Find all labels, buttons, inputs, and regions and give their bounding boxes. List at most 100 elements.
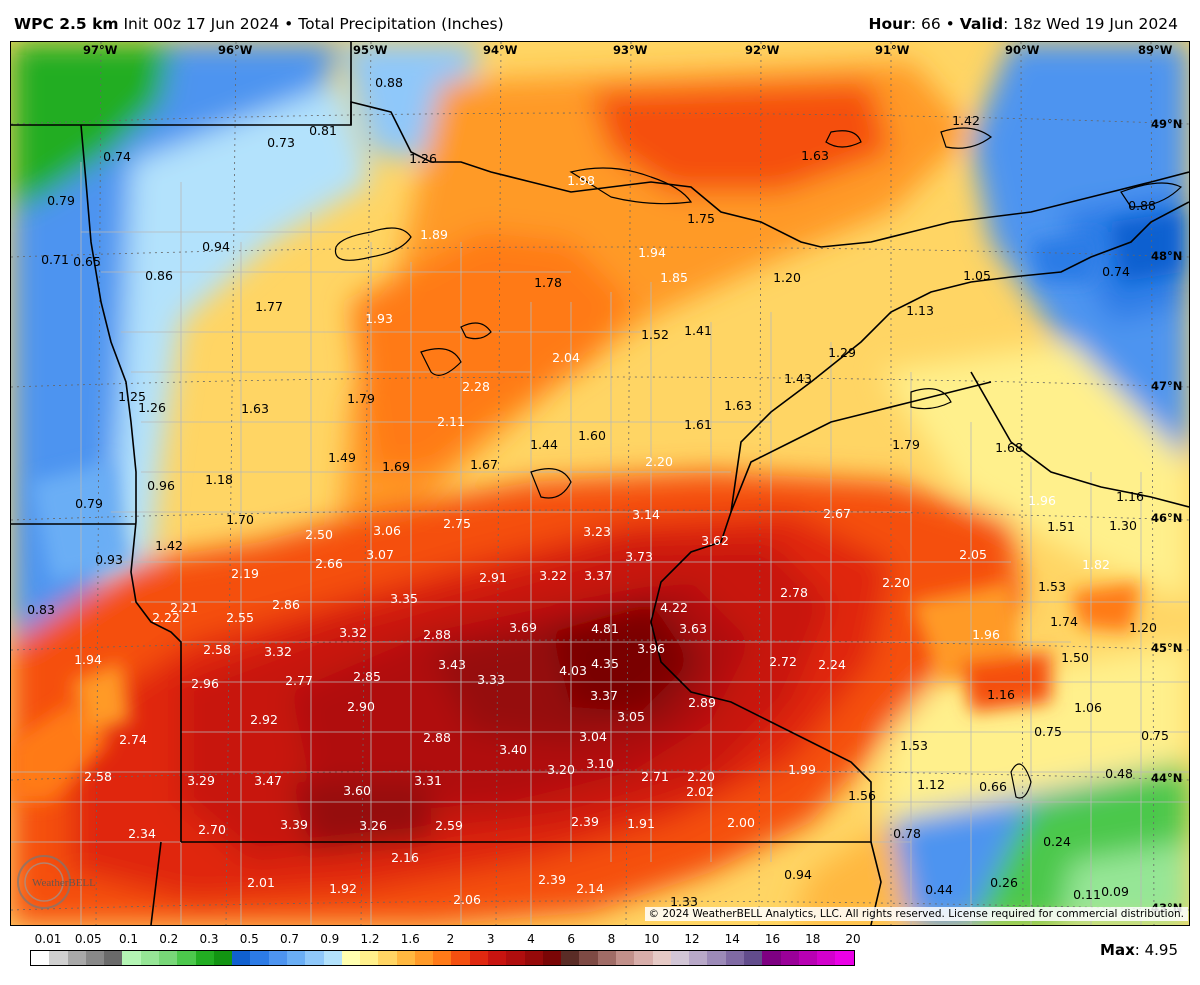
- precip-value-label: 2.58: [84, 769, 112, 784]
- precip-value-label: 2.14: [576, 881, 604, 896]
- precip-value-label: 2.67: [823, 506, 851, 521]
- precip-value-label: 0.81: [309, 123, 337, 138]
- precip-value-label: 3.32: [339, 625, 367, 640]
- legend-tick-label: 16: [764, 932, 781, 946]
- longitude-label: 92°W: [745, 43, 780, 57]
- precip-value-label: 2.88: [423, 627, 451, 642]
- legend-swatch: [250, 951, 269, 965]
- precip-value-label: 1.92: [329, 881, 357, 896]
- precip-value-label: 1.16: [987, 687, 1015, 702]
- legend-swatch: [360, 951, 379, 965]
- precip-value-label: 2.20: [882, 575, 910, 590]
- longitude-label: 96°W: [218, 43, 253, 57]
- legend-swatch: [195, 951, 214, 965]
- legend-tick-label: 1.6: [400, 932, 420, 946]
- legend-swatch: [689, 951, 708, 965]
- precip-value-label: 2.24: [818, 657, 846, 672]
- precip-value-label: 1.79: [892, 437, 920, 452]
- precip-value-label: 1.89: [420, 227, 448, 242]
- legend-swatch: [232, 951, 251, 965]
- precip-value-label: 1.30: [1109, 518, 1137, 533]
- copyright-notice: © 2024 WeatherBELL Analytics, LLC. All r…: [644, 907, 1188, 921]
- precip-value-label: 1.53: [900, 738, 928, 753]
- precip-value-label: 1.20: [773, 270, 801, 285]
- precip-value-label: 0.26: [990, 875, 1018, 890]
- precip-value-label: 3.33: [477, 672, 505, 687]
- precip-value-label: 4.35: [591, 656, 619, 671]
- precip-value-label: 0.79: [75, 496, 103, 511]
- precip-value-label: 2.58: [203, 642, 231, 657]
- legend-swatch: [670, 951, 690, 965]
- precip-value-label: 1.26: [138, 400, 166, 415]
- precip-value-label: 3.10: [586, 756, 614, 771]
- precip-value-label: 0.09: [1101, 884, 1129, 899]
- precip-value-label: 0.93: [95, 552, 123, 567]
- precip-value-label: 1.63: [241, 401, 269, 416]
- precip-value-label: 2.85: [353, 669, 381, 684]
- model-name: WPC 2.5 km: [14, 15, 119, 33]
- precip-value-label: 0.86: [145, 268, 173, 283]
- precip-value-label: 1.69: [382, 459, 410, 474]
- precip-value-label: 3.39: [280, 817, 308, 832]
- precip-value-label: 3.31: [414, 773, 442, 788]
- precip-value-label: 1.16: [1116, 489, 1144, 504]
- legend-swatch: [762, 951, 781, 965]
- precip-value-label: 2.86: [272, 597, 300, 612]
- init-time: Init 00z 17 Jun 2024: [123, 15, 280, 33]
- latitude-label: 47°N: [1151, 379, 1182, 393]
- legend-tick-label: 18: [805, 932, 821, 946]
- legend-swatch: [817, 951, 836, 965]
- legend-tick-label: 10: [644, 932, 660, 946]
- precip-value-label: 3.43: [438, 657, 466, 672]
- precip-value-label: 3.35: [390, 591, 418, 606]
- precip-value-label: 2.91: [479, 570, 507, 585]
- max-number: : 4.95: [1134, 941, 1178, 959]
- precip-value-label: 2.96: [191, 676, 219, 691]
- legend-swatch: [286, 951, 306, 965]
- precip-value-label: 3.62: [701, 533, 729, 548]
- legend-swatch: [524, 951, 543, 965]
- legend-tick-label: 0.3: [199, 932, 219, 946]
- precip-value-label: 2.00: [727, 815, 755, 830]
- precipitation-map[interactable]: 97°W 96°W 95°W 94°W 93°W 92°W 91°W 90°W 89°W 49°…: [10, 41, 1190, 926]
- precip-value-label: 1.53: [1038, 579, 1066, 594]
- precip-value-label: 2.72: [769, 654, 797, 669]
- hour-value: : 66: [910, 15, 941, 33]
- max-value: Max: 4.95: [1100, 941, 1178, 959]
- legend-swatch: [378, 951, 397, 965]
- precip-value-label: 0.73: [267, 135, 295, 150]
- weatherbell-logo: WeatherBELL: [14, 852, 124, 912]
- precip-value-label: 2.90: [347, 699, 375, 714]
- legend-swatch: [67, 951, 86, 965]
- legend-tick-label: 0.05: [74, 932, 102, 946]
- precip-value-label: 2.11: [437, 414, 465, 429]
- longitude-label: 94°W: [483, 43, 518, 57]
- precip-value-label: 1.94: [74, 652, 102, 667]
- precip-value-label: 2.59: [435, 818, 463, 833]
- precip-value-label: 1.49: [328, 450, 356, 465]
- legend-swatch: [707, 951, 726, 965]
- precip-value-label: 1.61: [684, 417, 712, 432]
- legend-swatch: [506, 951, 525, 965]
- legend-tick-label: 0.01: [34, 932, 62, 946]
- latitude-label: 49°N: [1151, 117, 1182, 131]
- precip-value-label: 4.22: [660, 600, 688, 615]
- precip-value-label: 1.99: [788, 762, 816, 777]
- precip-value-label: 3.26: [359, 818, 387, 833]
- precip-value-label: 2.28: [462, 379, 490, 394]
- precip-value-label: 2.89: [688, 695, 716, 710]
- precip-value-label: 3.23: [583, 524, 611, 539]
- legend-swatch: [634, 951, 653, 965]
- legend-tick-label: 20: [845, 932, 861, 946]
- precip-value-label: 1.52: [641, 327, 669, 342]
- precip-value-label: 0.65: [73, 254, 101, 269]
- legend-swatch: [725, 951, 744, 965]
- precip-value-label: 0.11: [1073, 887, 1101, 902]
- precip-value-label: 3.47: [254, 773, 282, 788]
- precip-value-label: 0.88: [375, 75, 403, 90]
- legend-swatch: [542, 951, 562, 965]
- legend-tick-label: 3: [486, 932, 495, 946]
- precip-value-label: 4.81: [591, 621, 619, 636]
- legend-swatch: [213, 951, 233, 965]
- precip-value-label: 0.94: [784, 867, 812, 882]
